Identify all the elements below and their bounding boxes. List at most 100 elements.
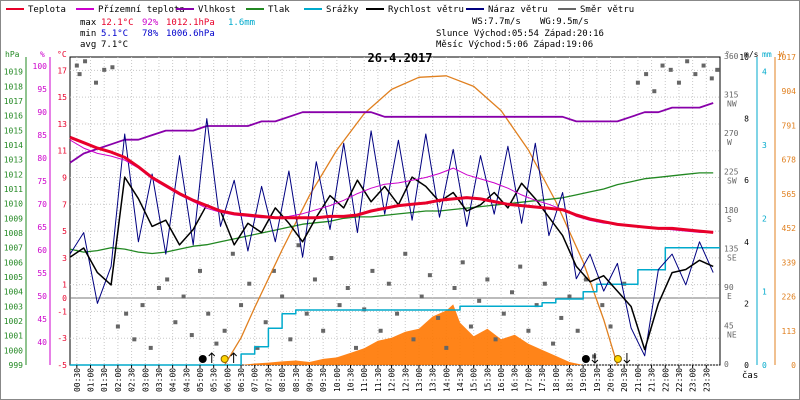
wind-direction-point [329,256,334,261]
legend-label: Náraz větru [488,5,548,15]
x-tick-label: 13:00 [415,368,424,392]
stats-avg-temp: 7.1°C [101,40,128,50]
x-tick-label: 19:00 [579,368,588,392]
wm2-tick-label: 904 [782,87,797,96]
pct-tick-label: 50 [37,292,47,301]
wind-direction-point [354,345,358,350]
dir-tick-label: 360 [724,52,739,61]
hpa-tick-label: 1007 [4,244,23,253]
dir-tick-compass: NW [727,100,737,109]
dir-tick-label: 135 [724,245,739,254]
wind-direction-point [559,315,564,320]
dir-tick-label: 270 [724,129,739,138]
wind-direction-point [230,251,235,256]
hpa-tick-label: 1003 [4,302,23,311]
wind-direction-point [280,294,285,299]
stats-max-temp: 12.1°C [101,18,134,28]
hpa-tick-label: 1019 [4,68,23,77]
wind-direction-point [386,281,391,286]
dir-tick-label: 0 [724,360,729,369]
degc-tick-label: 9 [62,174,67,183]
dir-tick-label: 315 [724,91,739,100]
wind-direction-point [312,277,317,282]
x-tick-label: 08:30 [292,368,301,392]
info-block: WS:7.7m/s WG:9.5m/s Slunce Východ:05:54 … [436,17,604,50]
wm2-tick-label: 339 [782,258,797,267]
hpa-tick-label: 1010 [4,200,23,209]
pct-tick-label: 90 [37,108,47,117]
wind-direction-point [173,320,178,325]
wind-direction-point [542,281,547,286]
moonrise-arrow [208,352,216,363]
x-tick-label: 16:00 [497,368,506,392]
x-tick-label: 11:00 [360,368,369,392]
solar-area [70,304,720,365]
wind-direction-point [583,277,588,282]
wind-direction-point [115,324,120,329]
plot-series [69,59,720,366]
dir-tick-compass: S [727,215,732,224]
stats-max-hum: 92% [142,18,159,28]
axis-unit-hpa: hPa [5,50,20,59]
pct-tick-label: 45 [37,315,47,324]
wm2-tick-label: 791 [782,121,797,130]
pct-tick-label: 40 [37,338,47,347]
x-tick-label: 01:30 [100,368,109,392]
wind-direction-point [83,59,88,64]
info-moon: Měsíc Východ:5:06 Západ:19:06 [436,40,593,50]
degc-tick-label: -1 [57,307,67,316]
sunrise-marker [220,355,229,363]
wind-speed-line [69,176,714,351]
x-tick-label: 06:30 [237,368,246,392]
pct-tick-label: 85 [37,131,47,140]
wind-direction-point [165,277,170,282]
hpa-tick-label: 1006 [4,258,23,267]
hpa-tick-label: 1005 [4,273,23,282]
axis-units: hPa % °C ° m/s mm W [5,50,784,59]
pct-tick-label: 70 [37,200,47,209]
wind-direction-point [321,328,326,333]
wind-direction-point [370,268,375,273]
wind-direction-point [427,273,432,278]
dir-tick-compass: E [727,292,732,301]
ms-tick-label: 0 [744,361,749,370]
legend-label: Směr větru [580,5,634,15]
pct-tick-label: 75 [37,177,47,186]
x-tick-label: 18:00 [552,368,561,392]
x-tick-label: 03:30 [155,368,164,392]
wind-direction-point [608,324,613,329]
dir-tick-label: 225 [724,168,739,177]
pct-tick-label: 60 [37,246,47,255]
wind-direction-point [345,286,350,290]
x-tick-label: 18:30 [565,368,574,392]
axis-unit-pct: % [40,50,45,59]
ms-tick-label: 4 [744,238,749,247]
degc-tick-label: 13 [57,120,67,129]
x-tick-label: 07:00 [251,368,260,392]
wind-direction-point [403,251,408,256]
wind-direction-point [296,243,301,248]
wind-direction-point [660,63,665,68]
wm2-tick-label: 226 [782,293,797,302]
degc-tick-label: 11 [57,147,67,156]
x-tick-label: 21:00 [634,368,643,392]
x-tick-label: 11:30 [374,368,383,392]
dir-tick-label: 45 [724,322,734,331]
x-tick-label: 17:30 [538,368,547,392]
info-wg: WG:9.5m/s [540,17,589,27]
hpa-tick-label: 1002 [4,317,23,326]
wind-direction-point [239,303,244,308]
info-sun: Slunce Východ:05:54 Západ:20:16 [436,29,604,39]
x-tick-label: 00:30 [73,368,82,392]
dir-tick-label: 90 [724,283,734,292]
wind-direction-point [263,320,268,325]
hpa-tick-label: 1017 [4,97,23,106]
hpa-tick-label: 1001 [4,332,23,341]
wind-direction-point [94,80,98,85]
dir-tick-compass: NE [727,331,737,340]
axis-unit-degc: °C [57,50,67,59]
x-tick-label: 06:00 [223,368,232,392]
x-tick-label: 22:30 [675,368,684,392]
sunset-marker [613,355,622,363]
dir-tick-compass: SE [727,254,737,263]
